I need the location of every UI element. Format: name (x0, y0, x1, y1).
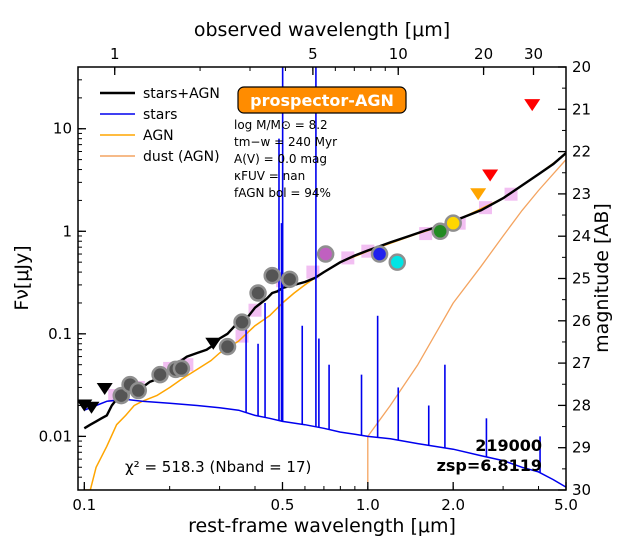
legend-label-stars-agn: stars+AGN (143, 86, 220, 102)
param-logm: log M/M⊙ = 8.2 (234, 118, 328, 132)
observed-point (249, 284, 267, 302)
observed-point (218, 337, 237, 356)
upper-limit-marker (205, 337, 222, 350)
x-tick-label: 5.0 (554, 496, 578, 514)
top-tick-label: 30 (524, 45, 543, 63)
param-fbol: fAGN bol = 94% (234, 186, 331, 200)
mag-tick-label: 30 (572, 481, 591, 499)
observed-point (263, 266, 281, 285)
legend-label-dust-agn: dust (AGN) (143, 149, 220, 165)
mag-tick-label: 20 (572, 58, 591, 76)
observed-point (112, 386, 131, 405)
legend-label-stars: stars (143, 107, 177, 123)
y-tick-label: 0.01 (39, 427, 72, 445)
mag-tick-label: 24 (572, 227, 591, 245)
observed-point (280, 270, 299, 289)
top-tick-label: 20 (474, 45, 493, 63)
observed-point (151, 365, 169, 384)
param-kfuv: κFUV = nan (234, 169, 305, 183)
upper-limit-marker (524, 99, 541, 112)
top-tick-label: 1 (110, 45, 120, 63)
observed-point (388, 253, 407, 271)
top-tick-label: 10 (389, 45, 408, 63)
observed-point (370, 245, 389, 263)
x-tick-label: 0.5 (271, 496, 295, 514)
legend: stars+AGN stars AGN dust (AGN) (100, 86, 220, 165)
y-tick-label: 0.1 (48, 325, 72, 343)
observed-point (233, 313, 251, 331)
upper-limit-marker (482, 169, 499, 182)
fit-parameters: log M/M⊙ = 8.2 tm−w = 240 Myr A(V) = 0.0… (234, 118, 337, 200)
plot-area (78, 67, 566, 490)
mag-tick-label: 27 (572, 354, 591, 372)
mag-tick-label: 29 (572, 439, 591, 457)
mag-tick-label: 23 (572, 185, 591, 203)
badge-text: prospector-AGN (250, 91, 394, 110)
mag-tick-label: 26 (572, 312, 591, 330)
observed-points-layer (112, 214, 462, 405)
observed-point (172, 359, 191, 378)
right-axis-title: magnitude [AB] (591, 203, 613, 353)
top-axis-title: observed wavelength [μm] (194, 19, 450, 41)
observed-point (316, 245, 335, 263)
mag-tick-label: 25 (572, 270, 591, 288)
upper-limit-marker (83, 401, 100, 414)
observed-point (431, 222, 449, 241)
param-av: A(V) = 0.0 mag (234, 152, 327, 166)
object-id: 219000 (475, 436, 542, 455)
upper-limits-layer (78, 99, 541, 414)
param-tmw: tm−w = 240 Myr (234, 135, 337, 149)
x-axis-title: rest-frame wavelength [μm] (188, 515, 456, 537)
mag-tick-label: 22 (572, 143, 591, 161)
x-tick-label: 1.0 (356, 496, 380, 514)
ticks-layer: 0.1 0.5 1.0 2.0 5.0 1 5 10 20 30 0.01 0.1 1 10 20 21 22 2… (39, 45, 592, 514)
observed-point (444, 214, 462, 232)
x-tick-label: 0.1 (72, 496, 96, 514)
upper-limit-marker (470, 188, 487, 201)
upper-limit-marker (96, 382, 113, 395)
top-tick-label: 5 (308, 45, 318, 63)
spec-redshift: zsp=6.8119 (437, 456, 542, 475)
y-tick-label: 1 (62, 222, 72, 240)
x-tick-label: 2.0 (441, 496, 465, 514)
chi2-label: χ² = 518.3 (Nband = 17) (125, 458, 311, 476)
series-line-stars (84, 398, 566, 488)
model-badge: prospector-AGN (237, 86, 407, 114)
series-line-dust-agn- (367, 159, 566, 484)
emission-lines-layer (245, 67, 541, 473)
mag-tick-label: 28 (572, 396, 591, 414)
observed-point (129, 381, 148, 400)
y-axis-title: Fν[μJy] (11, 245, 33, 310)
y-tick-label: 10 (53, 120, 72, 138)
legend-label-agn: AGN (143, 128, 174, 144)
mag-tick-label: 21 (572, 100, 591, 118)
